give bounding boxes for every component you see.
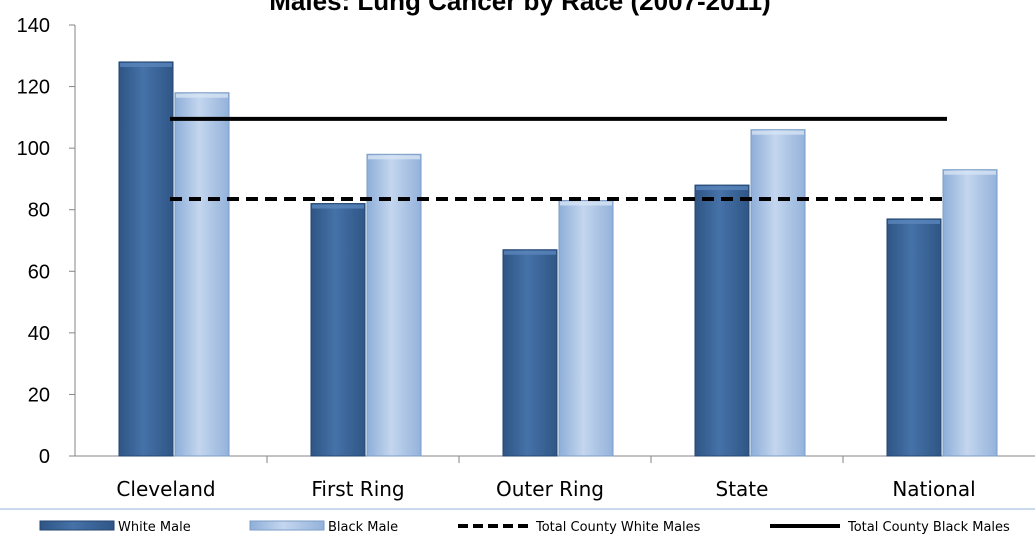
chart-title: Males: Lung Cancer by Race (2007-2011): [269, 0, 770, 16]
bar-white-male: [502, 249, 558, 457]
legend-label: Total County Black Males: [847, 520, 1010, 535]
bar-black-male: [558, 199, 614, 457]
bar-white-male: [886, 218, 942, 457]
y-tick-label: 140: [17, 15, 50, 37]
bar-black-male: [750, 129, 806, 457]
bar-top-highlight: [696, 186, 748, 191]
bar-black-male: [174, 92, 230, 457]
bar-top-highlight: [368, 155, 420, 160]
legend-black-male: Black Male: [249, 520, 398, 535]
y-tick-label: 20: [28, 384, 50, 406]
y-tick-label: 40: [28, 323, 50, 345]
legend-swatch: [249, 520, 325, 531]
bar-white-male: [694, 184, 750, 457]
bars: [118, 61, 998, 457]
legend-total-black: Total County Black Males: [770, 520, 1010, 535]
bar-top-highlight: [888, 219, 940, 224]
legend-total-white: Total County White Males: [458, 520, 701, 535]
x-tick-label: State: [716, 477, 769, 501]
bar-top-highlight: [312, 204, 364, 209]
x-tick-label: Cleveland: [116, 477, 215, 501]
bar-top-highlight: [504, 250, 556, 255]
legend-swatch: [39, 520, 115, 531]
bar-top-highlight: [944, 170, 996, 175]
bar-top-highlight: [560, 201, 612, 206]
y-tick-label: 100: [17, 138, 50, 160]
y-tick-label: 80: [28, 200, 50, 222]
legend-white-male: White Male: [39, 520, 191, 535]
bar-white-male: [118, 61, 174, 457]
y-tick-label: 0: [39, 446, 50, 468]
legend-label: Black Male: [328, 520, 398, 535]
axes: 0 20 40 60 80 100 120 140 Cleveland First Ring Out…: [17, 15, 1035, 501]
bar-white-male: [310, 203, 366, 457]
bar-black-male: [366, 153, 422, 457]
bar-black-male: [942, 169, 998, 457]
bar-top-highlight: [752, 130, 804, 135]
y-tick-label: 120: [17, 77, 50, 99]
x-tick-label: Outer Ring: [496, 477, 604, 501]
bar-top-highlight: [176, 93, 228, 98]
reference-lines: [170, 116, 947, 201]
bar-top-highlight: [120, 62, 172, 67]
x-tick-label: National: [892, 477, 975, 501]
legend-label: White Male: [118, 520, 191, 535]
legend: White Male Black Male Total County White M…: [0, 508, 1035, 535]
y-tick-label: 60: [28, 261, 50, 283]
x-tick-label: First Ring: [311, 477, 404, 501]
legend-label: Total County White Males: [535, 520, 701, 535]
